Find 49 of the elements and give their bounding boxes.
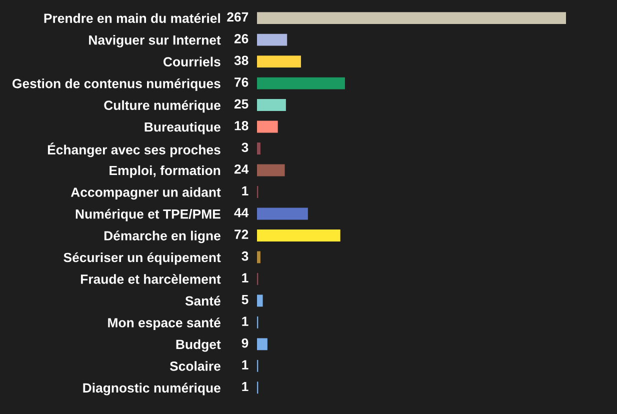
data-label: 18 — [234, 120, 248, 130]
bar — [257, 142, 260, 154]
bar — [257, 56, 301, 68]
y-tick-label: Scolaire — [170, 361, 220, 371]
bar — [257, 99, 286, 112]
y-tick-label: Fraude et harcèlement — [80, 274, 221, 284]
bar — [257, 12, 566, 24]
y-tick-label: Sécuriser un équipement — [64, 252, 221, 265]
bar — [257, 77, 345, 90]
bar — [257, 294, 263, 307]
data-label: 1 — [242, 273, 248, 282]
y-tick-label: Bureautique — [144, 122, 220, 134]
bar — [257, 251, 260, 264]
bar — [257, 164, 285, 176]
y-tick-label: Numérique et TPE/PME — [76, 208, 220, 222]
y-tick-label: Naviguer sur Internet — [89, 35, 221, 48]
bar — [257, 229, 340, 242]
data-label: 26 — [234, 34, 248, 44]
y-tick-label: Mon espace santé — [108, 318, 220, 330]
data-label: 3 — [242, 251, 248, 261]
data-label: 44 — [234, 208, 249, 218]
y-tick-label: Diagnostic numérique — [83, 382, 220, 396]
data-label: 3 — [242, 142, 248, 152]
data-label: 1 — [242, 316, 248, 326]
data-label: 9 — [242, 338, 248, 348]
data-label: 25 — [234, 99, 248, 109]
bar — [257, 338, 268, 350]
data-label: 5 — [242, 295, 248, 304]
y-tick-label: Accompagner un aidant — [70, 187, 221, 200]
data-label: 1 — [242, 382, 248, 392]
data-label: 76 — [234, 77, 248, 87]
y-tick-label: Budget — [176, 339, 221, 352]
y-tick-label: Démarche en ligne — [104, 230, 220, 244]
y-tick-label: Gestion de contenus numériques — [12, 78, 220, 91]
data-label: 1 — [242, 360, 248, 370]
data-label: 1 — [242, 186, 248, 196]
data-label: 24 — [234, 164, 249, 174]
y-tick-label: Santé — [185, 296, 220, 306]
data-label: 267 — [227, 12, 248, 22]
data-label: 72 — [234, 230, 248, 239]
data-label: 38 — [234, 56, 248, 66]
y-tick-label: Courriels — [164, 56, 220, 66]
y-tick-label: Prendre en main du matériel — [44, 13, 220, 23]
bar — [257, 208, 308, 220]
y-tick-label: Emploi, formation — [110, 165, 220, 178]
bar — [257, 34, 288, 46]
y-tick-label: Culture numérique — [104, 100, 220, 113]
bar — [257, 120, 278, 133]
y-tick-label: Échanger avec ses proches — [48, 142, 220, 158]
